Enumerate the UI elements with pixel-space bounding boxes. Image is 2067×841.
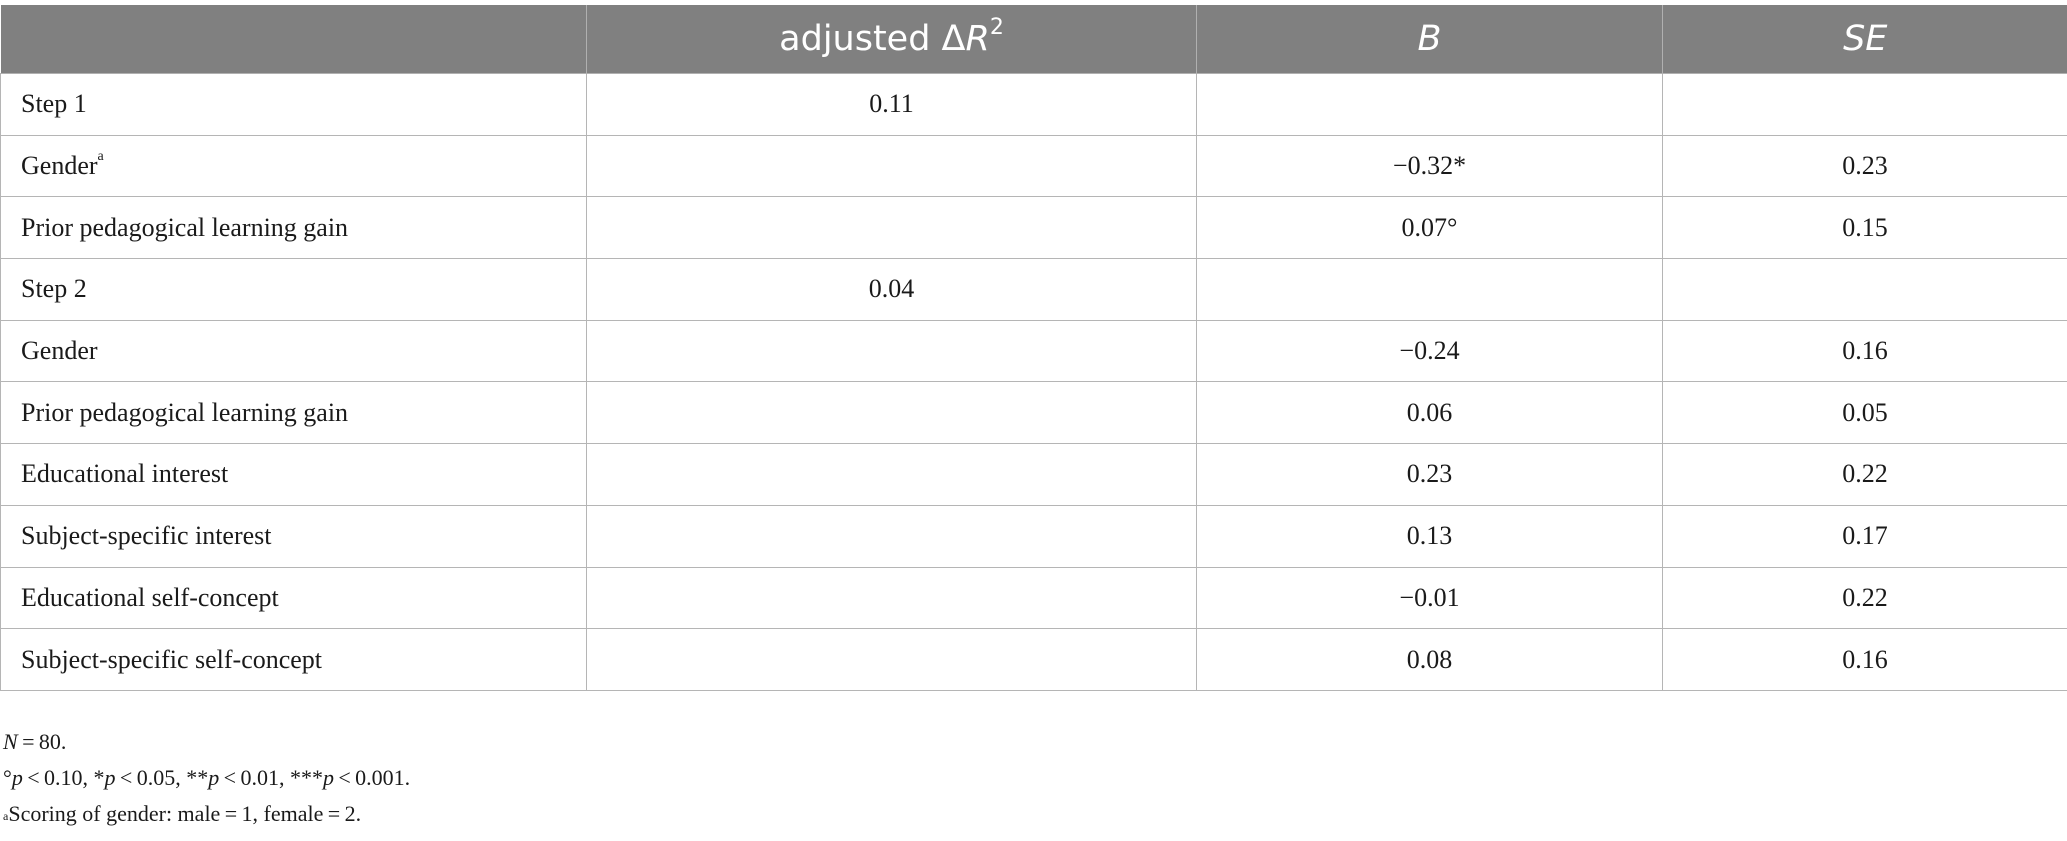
sig-symbol: ** bbox=[186, 765, 209, 790]
row-label-cell: Step 2 bbox=[0, 258, 587, 321]
header-r2-prefix: adjusted Δ bbox=[779, 19, 966, 59]
table-row: Educational self-concept −0.01 0.22 bbox=[0, 566, 2067, 630]
row-se-value: 0.16 bbox=[1662, 319, 2067, 383]
sig-symbol: *** bbox=[289, 765, 323, 790]
header-adjusted-delta-r2: adjusted ΔR2 bbox=[586, 5, 1197, 74]
row-label: Gender bbox=[21, 336, 98, 366]
sig-threshold: < 0.01, bbox=[219, 765, 290, 790]
row-label-cell: Gendera bbox=[0, 134, 587, 198]
table-header: adjusted ΔR2 B SE bbox=[0, 5, 2067, 74]
row-label-cell: Educational self-concept bbox=[0, 566, 587, 630]
row-label-cell: Educational interest bbox=[0, 443, 587, 506]
row-label: Educational interest bbox=[21, 459, 229, 489]
row-label-cell: Step 1 bbox=[0, 73, 587, 136]
sig-p: p bbox=[322, 765, 334, 790]
row-label: Educational self-concept bbox=[21, 582, 279, 612]
row-label: Gender bbox=[21, 151, 98, 181]
row-adjusted-delta-r2: 0.11 bbox=[586, 73, 1197, 136]
header-b: B bbox=[1196, 5, 1663, 74]
row-label-footnote: a bbox=[97, 149, 104, 165]
row-adjusted-delta-r2 bbox=[586, 504, 1197, 568]
row-se-value: 0.22 bbox=[1662, 443, 2067, 506]
sig-symbol: * bbox=[93, 765, 105, 790]
row-se-value: 0.22 bbox=[1662, 566, 2067, 630]
row-se-value bbox=[1662, 258, 2067, 321]
header-predictor bbox=[0, 5, 587, 74]
row-se-value: 0.23 bbox=[1662, 134, 2067, 198]
row-b-value bbox=[1196, 258, 1663, 321]
table-row: Gender −0.24 0.16 bbox=[0, 319, 2067, 383]
note-scoring-sup: a bbox=[3, 809, 9, 823]
row-label: Step 2 bbox=[21, 274, 87, 304]
sig-threshold: < 0.001. bbox=[333, 765, 411, 790]
table-row: Educational interest 0.23 0.22 bbox=[0, 443, 2067, 506]
row-b-value bbox=[1196, 73, 1663, 136]
row-se-value: 0.17 bbox=[1662, 504, 2067, 568]
row-label: Subject-specific interest bbox=[21, 521, 272, 551]
table-row: Subject-specific interest 0.13 0.17 bbox=[0, 504, 2067, 568]
row-b-value: −0.24 bbox=[1196, 319, 1663, 383]
sig-p: p bbox=[11, 765, 23, 790]
row-adjusted-delta-r2: 0.04 bbox=[586, 258, 1197, 321]
row-label-cell: Gender bbox=[0, 319, 587, 383]
table-row: Gendera −0.32* 0.23 bbox=[0, 134, 2067, 198]
sig-p: p bbox=[208, 765, 220, 790]
sig-p: p bbox=[104, 765, 116, 790]
row-adjusted-delta-r2 bbox=[586, 566, 1197, 630]
row-b-value: 0.13 bbox=[1196, 504, 1663, 568]
table-row: Prior pedagogical learning gain 0.07° 0.15 bbox=[0, 196, 2067, 260]
note-n-var: N bbox=[3, 729, 18, 754]
table-row: Step 1 0.11 bbox=[0, 73, 2067, 136]
row-adjusted-delta-r2 bbox=[586, 628, 1197, 691]
header-r2-var: R bbox=[965, 19, 990, 59]
table-notes: N = 80. °p < 0.10, *p < 0.05, **p < 0.01… bbox=[3, 724, 410, 832]
row-adjusted-delta-r2 bbox=[586, 196, 1197, 260]
row-label: Step 1 bbox=[21, 89, 87, 119]
row-label-cell: Subject-specific self-concept bbox=[0, 628, 587, 691]
row-adjusted-delta-r2 bbox=[586, 381, 1197, 445]
row-b-value: 0.06 bbox=[1196, 381, 1663, 445]
row-label: Subject-specific self-concept bbox=[21, 644, 323, 674]
table-row: Prior pedagogical learning gain 0.06 0.05 bbox=[0, 381, 2067, 445]
row-se-value bbox=[1662, 73, 2067, 136]
note-n-value: = 80. bbox=[17, 729, 67, 754]
row-label: Prior pedagogical learning gain bbox=[21, 212, 349, 242]
table-row: Step 2 0.04 bbox=[0, 258, 2067, 321]
header-row: adjusted ΔR2 B SE bbox=[0, 5, 2067, 74]
note-scoring-text: Scoring of gender: male = 1, female = 2. bbox=[8, 801, 362, 826]
row-se-value: 0.05 bbox=[1662, 381, 2067, 445]
header-se: SE bbox=[1662, 5, 2067, 74]
row-b-value: −0.32* bbox=[1196, 134, 1663, 198]
row-b-value: 0.07° bbox=[1196, 196, 1663, 260]
row-adjusted-delta-r2 bbox=[586, 443, 1197, 506]
row-b-value: −0.01 bbox=[1196, 566, 1663, 630]
header-b-label: B bbox=[1417, 19, 1442, 59]
regression-table: adjusted ΔR2 B SE Step 1 0.11 Gendera −0.32… bbox=[0, 5, 2067, 691]
row-label: Prior pedagogical learning gain bbox=[21, 397, 349, 427]
row-label-cell: Prior pedagogical learning gain bbox=[0, 381, 587, 445]
header-r2-sup: 2 bbox=[989, 15, 1004, 40]
row-se-value: 0.16 bbox=[1662, 628, 2067, 691]
sig-symbol: ° bbox=[3, 765, 12, 790]
note-sample-size: N = 80. bbox=[3, 724, 410, 760]
sig-threshold: < 0.05, bbox=[115, 765, 187, 790]
row-adjusted-delta-r2 bbox=[586, 134, 1197, 198]
header-se-label: SE bbox=[1843, 19, 1888, 59]
row-se-value: 0.15 bbox=[1662, 196, 2067, 260]
row-b-value: 0.08 bbox=[1196, 628, 1663, 691]
row-label-cell: Prior pedagogical learning gain bbox=[0, 196, 587, 260]
table-body: Step 1 0.11 Gendera −0.32* 0.23 Prior pedagog… bbox=[0, 73, 2067, 691]
row-adjusted-delta-r2 bbox=[586, 319, 1197, 383]
table-row: Subject-specific self-concept 0.08 0.16 bbox=[0, 628, 2067, 691]
note-scoring: aScoring of gender: male = 1, female = 2… bbox=[3, 796, 410, 832]
row-b-value: 0.23 bbox=[1196, 443, 1663, 506]
row-label-cell: Subject-specific interest bbox=[0, 504, 587, 568]
note-significance: °p < 0.10, *p < 0.05, **p < 0.01, ***p <… bbox=[3, 760, 410, 796]
sig-threshold: < 0.10, bbox=[22, 765, 94, 790]
